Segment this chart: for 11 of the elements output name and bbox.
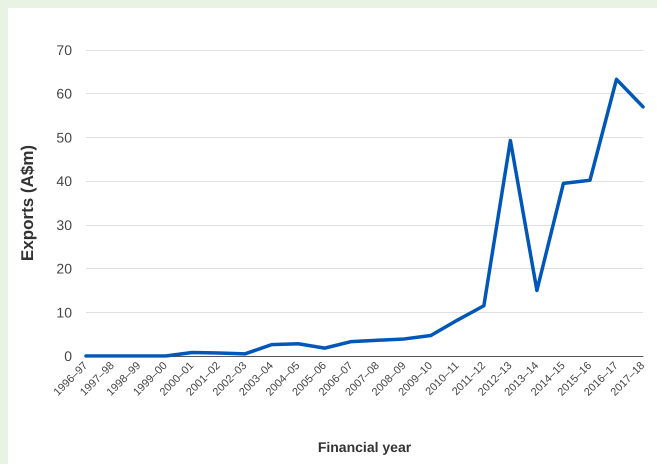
y-tick-label: 70 [56, 42, 72, 58]
y-tick-label: 10 [56, 304, 72, 320]
y-tick-label: 50 [56, 129, 72, 146]
y-tick-label: 40 [56, 173, 72, 190]
y-axis-title: Exports (A$m) [18, 144, 37, 262]
y-tick-label: 60 [56, 86, 72, 102]
y-tick-label: 30 [56, 216, 72, 233]
line-series [84, 78, 645, 358]
y-tick-label: 20 [56, 260, 72, 277]
x-axis-title: Financial year [318, 439, 412, 455]
y-tick-label: 0 [64, 348, 72, 364]
